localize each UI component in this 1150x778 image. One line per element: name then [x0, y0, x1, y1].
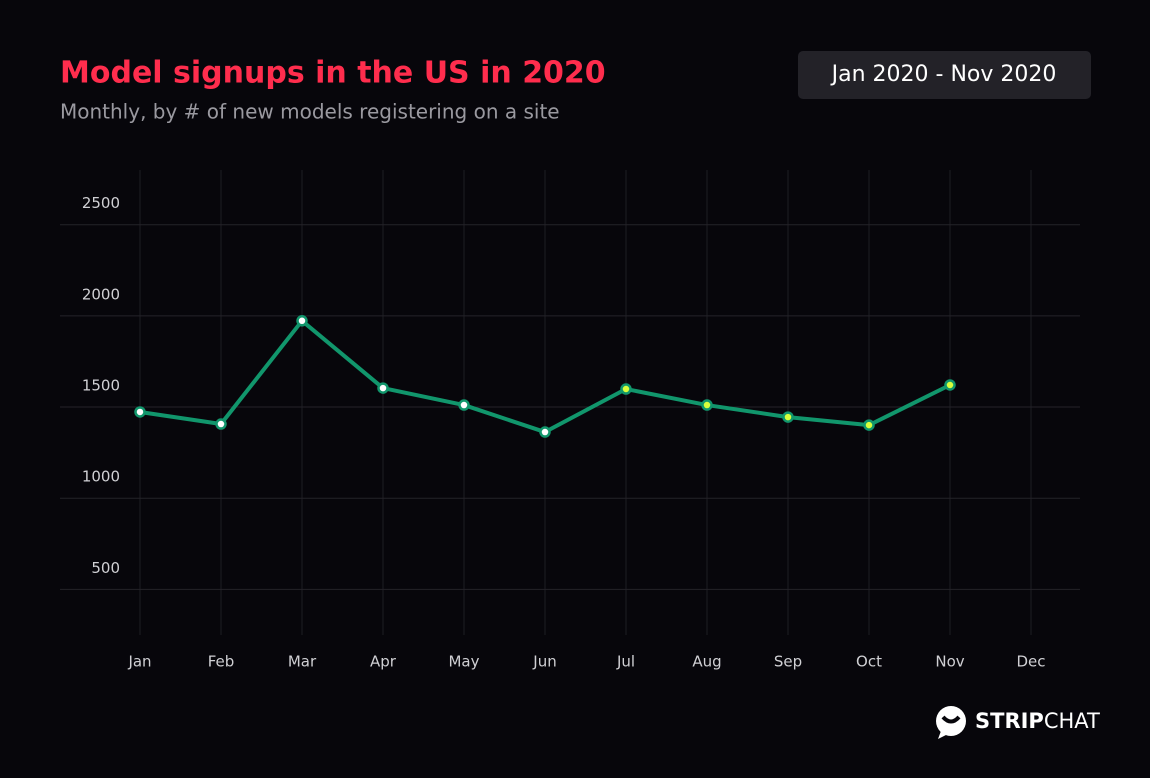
chart-subtitle: Monthly, by # of new models registering … — [60, 100, 560, 124]
x-tick-label: Jun — [532, 653, 556, 671]
x-tick-label: Mar — [288, 653, 317, 671]
y-tick-label: 2500 — [82, 194, 120, 212]
x-tick-label: May — [448, 653, 479, 671]
date-range: Jan 2020 - Nov 2020 — [830, 62, 1057, 87]
x-tick-label: Aug — [692, 653, 721, 671]
x-tick-label: Apr — [370, 653, 397, 671]
x-tick-label: Dec — [1016, 653, 1045, 671]
point — [215, 418, 227, 430]
brand-name: STRIPCHAT — [975, 709, 1100, 733]
y-tick-label: 1500 — [82, 377, 120, 395]
point — [863, 419, 875, 431]
y-tick-label: 1000 — [82, 468, 120, 486]
x-tick-label: Jul — [616, 653, 635, 671]
logo-tail — [938, 731, 948, 739]
point — [296, 315, 308, 327]
point — [134, 406, 146, 418]
y-tick-label: 2000 — [82, 285, 120, 303]
logo-smile — [941, 715, 961, 724]
point — [944, 379, 956, 391]
point — [701, 399, 713, 411]
x-tick-label: Jan — [127, 653, 151, 671]
brand-light: CHAT — [1044, 709, 1100, 733]
x-tick-label: Feb — [208, 653, 235, 671]
chart-title: Model signups in the US in 2020 — [60, 56, 606, 91]
x-tick-label: Oct — [856, 653, 882, 671]
point — [458, 399, 470, 411]
brand-logo: STRIPCHAT — [936, 706, 1100, 739]
x-tick-label: Sep — [774, 653, 802, 671]
point — [620, 383, 632, 395]
brand-strong: STRIP — [975, 709, 1044, 733]
point — [377, 382, 389, 394]
point — [539, 426, 551, 438]
x-tick-label: Nov — [935, 653, 964, 671]
date-badge — [798, 51, 1091, 99]
point — [782, 411, 794, 423]
y-tick-label: 500 — [91, 559, 120, 577]
